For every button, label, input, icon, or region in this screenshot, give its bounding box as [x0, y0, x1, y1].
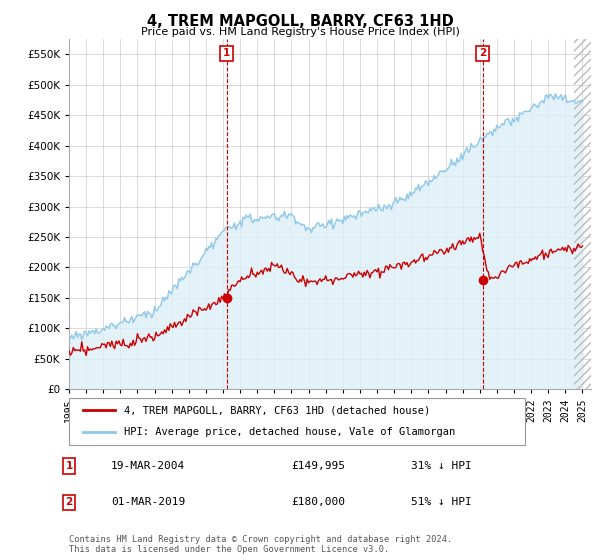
Text: £149,995: £149,995 — [291, 461, 345, 471]
Text: Price paid vs. HM Land Registry's House Price Index (HPI): Price paid vs. HM Land Registry's House … — [140, 27, 460, 37]
Text: Contains HM Land Registry data © Crown copyright and database right 2024.
This d: Contains HM Land Registry data © Crown c… — [69, 535, 452, 554]
Text: 2: 2 — [479, 48, 486, 58]
Text: 1: 1 — [223, 48, 230, 58]
Text: 19-MAR-2004: 19-MAR-2004 — [111, 461, 185, 471]
Text: 1: 1 — [65, 461, 73, 471]
Text: 01-MAR-2019: 01-MAR-2019 — [111, 497, 185, 507]
Text: HPI: Average price, detached house, Vale of Glamorgan: HPI: Average price, detached house, Vale… — [124, 427, 455, 437]
Text: 4, TREM MAPGOLL, BARRY, CF63 1HD (detached house): 4, TREM MAPGOLL, BARRY, CF63 1HD (detach… — [124, 405, 430, 416]
Text: £180,000: £180,000 — [291, 497, 345, 507]
Text: 31% ↓ HPI: 31% ↓ HPI — [411, 461, 472, 471]
Text: 2: 2 — [65, 497, 73, 507]
Text: 51% ↓ HPI: 51% ↓ HPI — [411, 497, 472, 507]
Text: 4, TREM MAPGOLL, BARRY, CF63 1HD: 4, TREM MAPGOLL, BARRY, CF63 1HD — [146, 14, 454, 29]
FancyBboxPatch shape — [69, 398, 525, 445]
